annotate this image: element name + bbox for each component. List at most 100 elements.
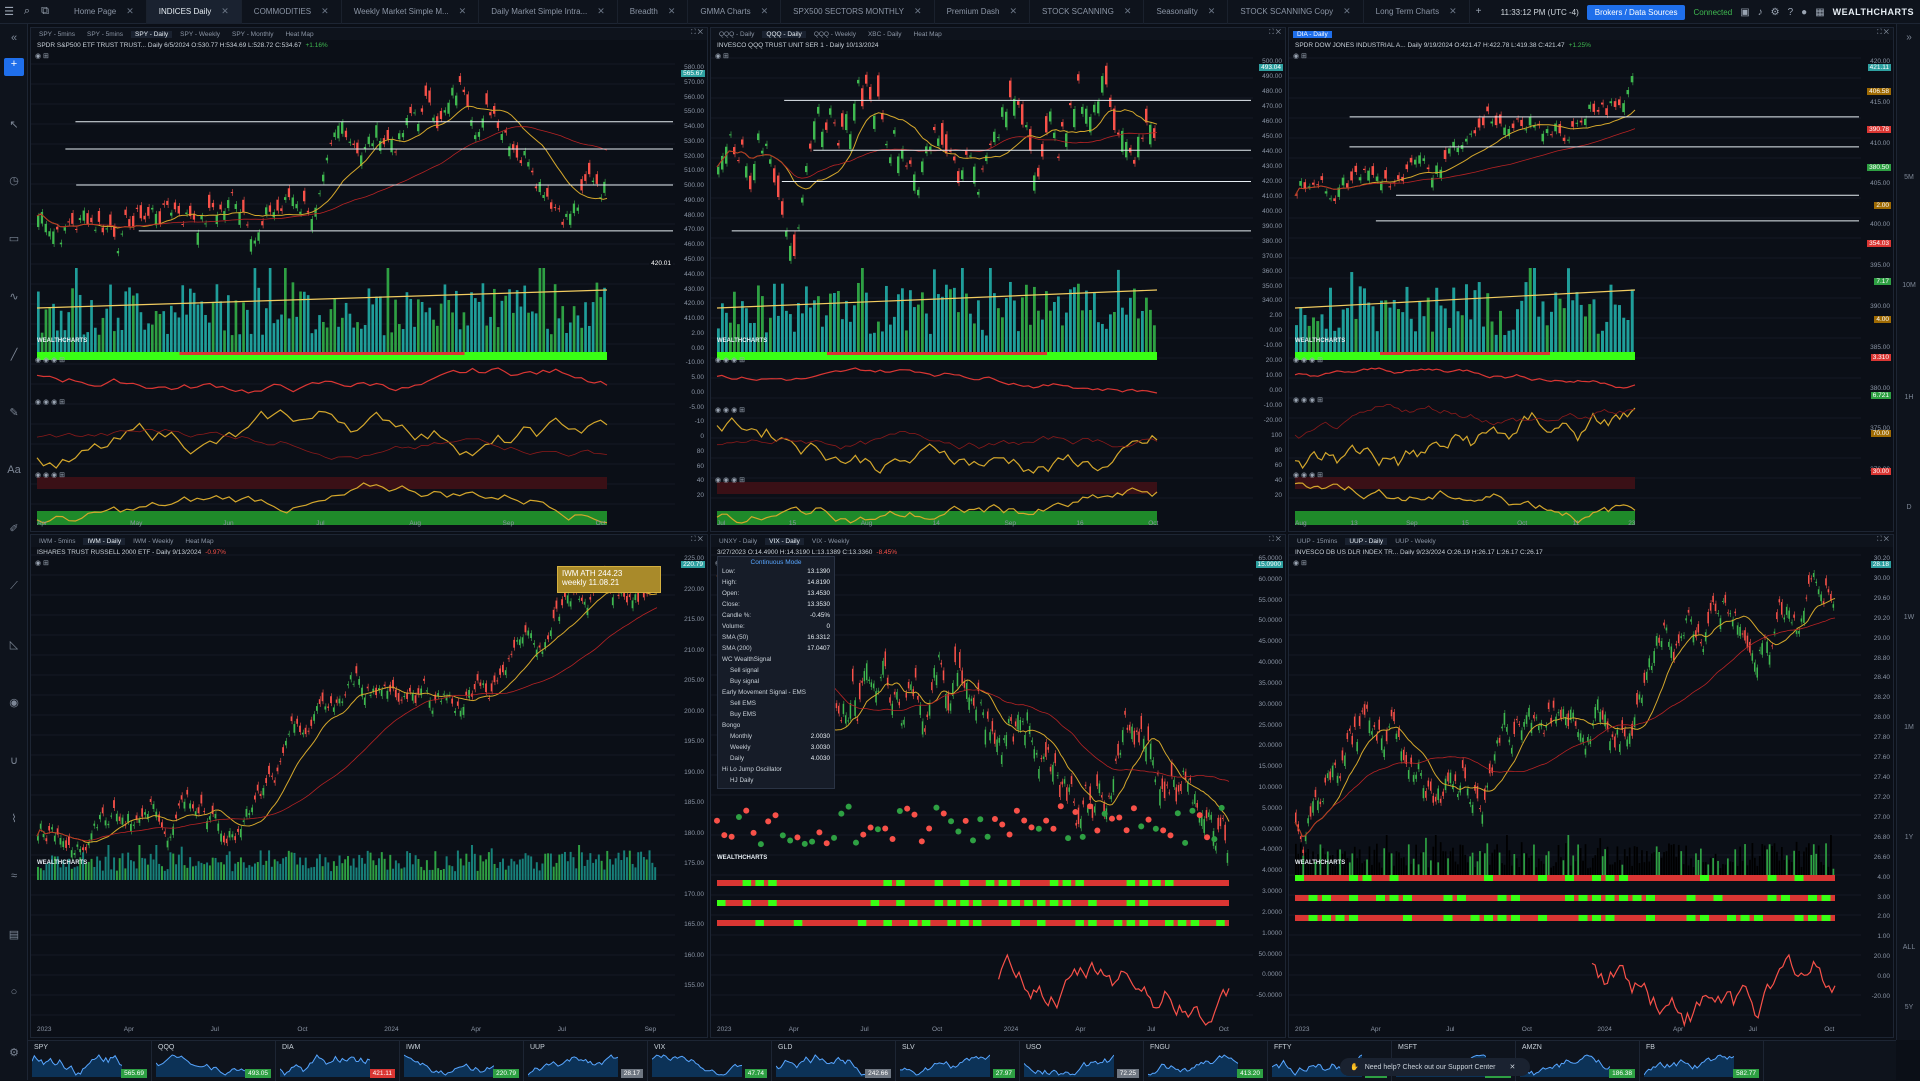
interval-5y[interactable]: 5Y <box>1904 1004 1914 1011</box>
brush-icon[interactable]: ✎ <box>9 407 19 419</box>
panel-tab[interactable]: VIX - Daily <box>765 537 804 545</box>
watchlist-card[interactable]: GLD 242.66 <box>772 1041 896 1081</box>
chart-icon[interactable]: ⌇ <box>11 813 17 825</box>
indicator-controls-icon[interactable]: ◉ ◉ ◉ ⊞ <box>35 357 66 364</box>
panel-tab[interactable]: VIX - Weekly <box>811 537 850 545</box>
interval-1h[interactable]: 1H <box>1904 394 1914 401</box>
interval-m[interactable]: 1M <box>1904 724 1914 731</box>
iwm-ath-annotation[interactable]: IWM ATH 244.23 weekly 11.08.21 <box>557 566 661 593</box>
panel-tab[interactable]: SPY - Monthly <box>232 30 274 38</box>
triangle-icon[interactable]: ◺ <box>9 639 19 651</box>
close-tab-icon[interactable]: ✕ <box>1343 6 1351 16</box>
panel-expand-close-icon[interactable]: ⛶ ✕ <box>690 536 703 543</box>
price-axis[interactable]: 225.00 220.00 215.00 210.00 205.00 200.00 195.… <box>677 535 707 1037</box>
panel-tab[interactable]: QQQ - Weekly <box>813 30 856 38</box>
indicator-controls-icon[interactable]: ◉ ◉ ◉ ⊞ <box>35 399 66 406</box>
panel-tab[interactable]: IWM - Weekly <box>133 537 174 545</box>
panel-tab[interactable]: SPY - 5mins <box>39 30 76 38</box>
panel-tab[interactable]: SPY - 5mins <box>87 30 124 38</box>
panel-tab[interactable]: UUP - Weekly <box>1395 537 1436 545</box>
indicator-controls-icon[interactable]: ◉ ◉ ◉ ⊞ <box>715 407 746 414</box>
chart-settings-icon[interactable]: ◉ ⊞ <box>715 53 729 60</box>
panel-expand-close-icon[interactable]: ⛶ ✕ <box>1876 29 1889 36</box>
close-tab-icon[interactable]: ✕ <box>1449 6 1457 16</box>
text-tool-icon[interactable]: Aa <box>7 464 21 476</box>
panel-tab[interactable]: Heat Map <box>913 30 942 38</box>
avatar[interactable]: ● <box>1801 6 1808 18</box>
cursor-icon[interactable]: ↖ <box>9 119 19 131</box>
watchlist-card[interactable]: USO 72.25 <box>1020 1041 1144 1081</box>
calendar-icon[interactable]: ▭ <box>8 233 20 245</box>
brokers-button[interactable]: Brokers / Data Sources <box>1586 4 1686 20</box>
chart-settings-icon[interactable]: ◉ ⊞ <box>1293 53 1307 60</box>
workspace-tab[interactable]: Home Page ✕ <box>62 0 147 24</box>
panel-tab[interactable]: IWM - Daily <box>83 537 126 545</box>
panel-expand-close-icon[interactable]: ⛶ ✕ <box>1876 536 1889 543</box>
add-icon[interactable]: + <box>4 58 24 76</box>
close-tab-icon[interactable]: ✕ <box>667 6 676 16</box>
gear-icon[interactable]: ⚙ <box>1770 6 1780 18</box>
panel-tab[interactable]: SPY - Weekly <box>180 30 221 38</box>
save-icon[interactable]: ▣ <box>1740 6 1750 18</box>
workspace-tab[interactable]: Weekly Market Simple M... ✕ <box>342 0 480 24</box>
eye-icon[interactable]: ◉ <box>9 697 19 709</box>
panel-tab[interactable]: Heat Map <box>185 537 214 545</box>
close-tab-icon[interactable]: ✕ <box>1009 6 1018 16</box>
interval-d[interactable]: D <box>1906 504 1912 511</box>
workspace-tab[interactable]: COMMODITIES ✕ <box>242 0 342 24</box>
close-tab-icon[interactable]: ✕ <box>760 6 769 16</box>
chart-settings-icon[interactable]: ◉ ⊞ <box>1293 560 1307 567</box>
ruler-icon[interactable]: ⟋ <box>10 580 18 592</box>
pencil-icon[interactable]: ✐ <box>9 523 19 535</box>
magnet-icon[interactable]: ∪ <box>9 755 19 767</box>
watchlist-card[interactable]: QQQ 493.05 <box>152 1041 276 1081</box>
panel-expand-close-icon[interactable]: ⛶ ✕ <box>690 29 703 36</box>
interval-all[interactable]: ALL <box>1902 944 1916 951</box>
add-tab-icon[interactable]: + <box>1475 6 1482 17</box>
indicator-controls-icon[interactable]: ◉ ◉ ◉ ⊞ <box>35 472 66 479</box>
close-tab-icon[interactable]: ✕ <box>221 6 229 16</box>
layers-icon[interactable]: ▤ <box>8 929 20 941</box>
workspace-tab[interactable]: STOCK SCANNING ✕ <box>1030 0 1145 24</box>
watchlist-card[interactable]: DIA 421.11 <box>276 1041 400 1081</box>
support-banner[interactable]: ✋ Need help? Check out our Support Cente… <box>1340 1058 1530 1076</box>
workspace-tab[interactable]: SPX500 SECTORS MONTHLY ✕ <box>781 0 935 24</box>
indicator-controls-icon[interactable]: ◉ ◉ ◉ ⊞ <box>715 357 746 364</box>
interval-w[interactable]: 1W <box>1903 614 1915 621</box>
workspace-tab[interactable]: Daily Market Simple Intra... ✕ <box>479 0 618 24</box>
workspace-tab[interactable]: Breadth ✕ <box>618 0 689 24</box>
watchlist-card[interactable]: VIX 47.74 <box>648 1041 772 1081</box>
help-icon[interactable]: ? <box>1787 6 1794 18</box>
watchlist-card[interactable]: UUP 28.17 <box>524 1041 648 1081</box>
watchlist-card[interactable]: FNGU 413.20 <box>1144 1041 1268 1081</box>
line-tool-icon[interactable]: ╱ <box>10 349 18 361</box>
wave-icon[interactable]: ≈ <box>10 870 18 882</box>
indicator-controls-icon[interactable]: ◉ ◉ ◉ ⊞ <box>1293 472 1324 479</box>
bell-icon[interactable]: ♪ <box>1757 6 1763 18</box>
watchlist-card[interactable]: FB 582.77 <box>1640 1041 1764 1081</box>
panel-expand-close-icon[interactable]: ⛶ ✕ <box>1268 29 1281 36</box>
chart-panel-spy[interactable]: SPY - 5mins SPY - 5mins SPY - Daily SPY - W… <box>30 27 708 532</box>
watchlist-card[interactable]: SPY 565.69 <box>28 1041 152 1081</box>
close-icon[interactable]: ✕ <box>1509 1064 1516 1071</box>
panel-tab[interactable]: XBC - Daily <box>867 30 902 38</box>
chart-panel-iwm[interactable]: IWM - 5mins IWM - Daily IWM - Weekly Heat M… <box>30 534 708 1038</box>
close-tab-icon[interactable]: ✕ <box>321 6 329 16</box>
menu-icon[interactable]: ☰ <box>4 6 14 18</box>
price-axis[interactable]: 500.00 490.00 480.00 470.00 460.00 450.00 440.… <box>1255 28 1285 531</box>
panel-tab[interactable]: IWM - 5mins <box>39 537 76 545</box>
close-tab-icon[interactable]: ✕ <box>1207 6 1216 16</box>
settings-icon[interactable]: ⚙ <box>9 1047 19 1059</box>
chart-panel-qqq[interactable]: QQQ - Daily QQQ - Daily QQQ - Weekly XBC - … <box>710 27 1286 532</box>
watchlist-card[interactable]: IWM 220.79 <box>400 1041 524 1081</box>
search-icon[interactable]: ⌕ <box>23 5 31 17</box>
workspace-tab[interactable]: Seasonality ✕ <box>1144 0 1229 24</box>
indicator-controls-icon[interactable]: ◉ ◉ ◉ ⊞ <box>1293 357 1324 364</box>
collapse-icon[interactable]: « <box>10 32 18 44</box>
layout-icon[interactable]: ⧉ <box>41 5 49 17</box>
indicator-controls-icon[interactable]: ◉ ◉ ◉ ⊞ <box>715 477 746 484</box>
panel-tab[interactable]: Heat Map <box>285 30 314 38</box>
chart-settings-icon[interactable]: ◉ ⊞ <box>35 560 49 567</box>
interval-y[interactable]: 1Y <box>1904 834 1914 841</box>
chart-panel-uup[interactable]: UUP - 15mins UUP - Daily UUP - Weekly ⛶ ✕ IN… <box>1288 534 1894 1038</box>
